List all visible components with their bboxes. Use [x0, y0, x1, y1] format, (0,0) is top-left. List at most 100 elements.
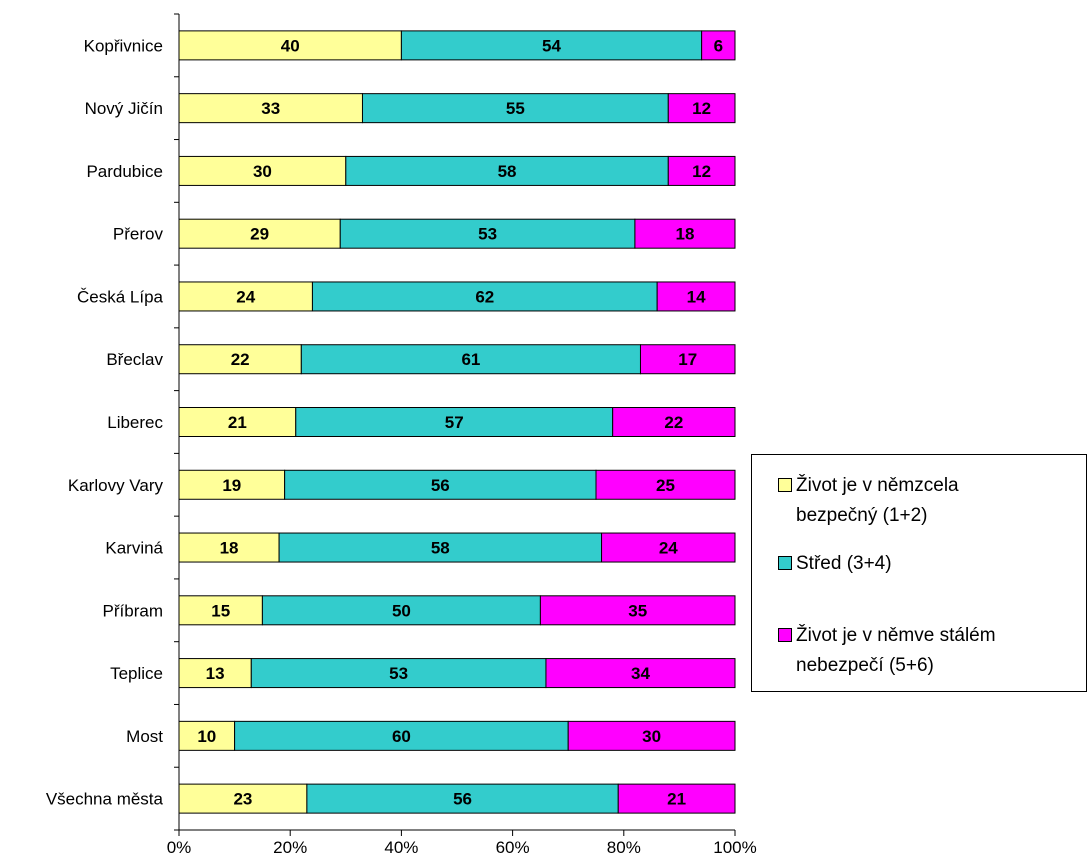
bar-segment: [345, 155, 669, 186]
data-label: 56: [453, 790, 472, 809]
bar-segment: [178, 155, 347, 186]
bar-segment: [701, 30, 736, 61]
category-label: Přerov: [113, 225, 164, 244]
bar-segment: [178, 469, 286, 500]
data-label: 56: [431, 476, 450, 495]
bar-segment: [634, 218, 736, 249]
category-label: Nový Jičín: [85, 99, 163, 118]
data-label: 54: [542, 36, 561, 55]
data-label: 33: [261, 99, 280, 118]
category-label: Karlovy Vary: [68, 476, 164, 495]
bar-segment: [178, 532, 280, 563]
bar-segment: [178, 407, 297, 437]
bar-segment: [178, 281, 313, 312]
data-label: 55: [506, 99, 525, 118]
data-label: 19: [222, 476, 241, 495]
bar-segment: [178, 658, 252, 689]
bar-segment: [595, 469, 736, 500]
data-label: 22: [231, 350, 250, 369]
data-label: 21: [228, 413, 247, 432]
chart-legend: Život je v němzcela bezpečný (1+2) Střed…: [751, 454, 1087, 692]
bar-segment: [539, 595, 736, 626]
bar-segment: [284, 469, 597, 500]
bar-segment: [545, 658, 736, 689]
legend-swatch-middle: [778, 556, 792, 570]
data-label: 6: [714, 36, 723, 55]
data-label: 21: [667, 790, 686, 809]
category-label: Most: [126, 727, 163, 746]
data-label: 30: [642, 727, 661, 746]
legend-label-danger: Život je v němve stálém nebezpečí (5+6): [796, 625, 996, 676]
legend-label-safe: Život je v němzcela bezpečný (1+2): [796, 475, 959, 526]
legend-item-middle: Střed (3+4): [778, 549, 892, 579]
data-label: 25: [656, 476, 675, 495]
x-tick-label: 0%: [167, 838, 192, 857]
legend-item-danger: Život je v němve stálém nebezpečí (5+6): [778, 621, 996, 681]
data-label: 22: [664, 413, 683, 432]
bar-segment: [295, 407, 614, 437]
bar-segment: [612, 407, 736, 437]
category-label: Příbram: [103, 601, 163, 620]
data-label: 34: [631, 664, 650, 683]
bar-segment: [400, 30, 703, 61]
data-label: 12: [692, 162, 711, 181]
bar-segment: [361, 93, 669, 124]
bar-segment: [300, 344, 641, 375]
data-label: 30: [253, 162, 272, 181]
data-label: 10: [197, 727, 216, 746]
data-label: 18: [220, 539, 239, 558]
data-label: 13: [206, 664, 225, 683]
x-tick-label: 60%: [496, 838, 530, 857]
legend-swatch-danger: [778, 628, 792, 642]
bar-segment: [617, 783, 736, 814]
data-label: 14: [687, 287, 706, 306]
data-label: 24: [236, 287, 255, 306]
category-label: Česká Lípa: [77, 287, 164, 306]
category-label: Břeclav: [106, 350, 163, 369]
category-label: Všechna města: [46, 790, 164, 809]
bar-segment: [178, 218, 341, 249]
bar-segment: [601, 532, 736, 563]
data-label: 57: [445, 413, 464, 432]
legend-label-middle: Střed (3+4): [796, 553, 892, 574]
x-tick-label: 100%: [713, 838, 756, 857]
data-label: 58: [498, 162, 517, 181]
data-label: 40: [281, 36, 300, 55]
data-label: 62: [475, 287, 494, 306]
legend-item-safe: Život je v němzcela bezpečný (1+2): [778, 471, 959, 531]
data-label: 12: [692, 99, 711, 118]
category-label: Teplice: [110, 664, 163, 683]
bar-segment: [261, 595, 541, 626]
data-label: 61: [461, 350, 480, 369]
data-label: 29: [250, 225, 269, 244]
legend-swatch-safe: [778, 478, 792, 492]
category-label: Kopřivnice: [84, 36, 163, 55]
data-label: 58: [431, 539, 450, 558]
x-tick-label: 20%: [273, 838, 307, 857]
bar-segment: [234, 720, 569, 751]
data-label: 53: [478, 225, 497, 244]
bar-segment: [178, 30, 402, 61]
data-label: 60: [392, 727, 411, 746]
x-tick-label: 80%: [607, 838, 641, 857]
category-label: Pardubice: [86, 162, 163, 181]
data-label: 53: [389, 664, 408, 683]
data-label: 23: [233, 790, 252, 809]
data-label: 50: [392, 601, 411, 620]
bar-segment: [639, 344, 736, 375]
bar-segment: [178, 783, 308, 814]
x-tick-label: 40%: [384, 838, 418, 857]
bar-segment: [178, 595, 263, 626]
bar-segment: [311, 281, 658, 312]
bar-segment: [667, 93, 736, 124]
bar-segment: [656, 281, 736, 312]
data-label: 24: [659, 539, 678, 558]
data-label: 18: [675, 225, 694, 244]
bar-segment: [178, 720, 236, 751]
bar-segment: [567, 720, 736, 751]
data-label: 17: [678, 350, 697, 369]
bar-segment: [667, 155, 736, 186]
category-label: Liberec: [107, 413, 163, 432]
data-label: 35: [628, 601, 647, 620]
